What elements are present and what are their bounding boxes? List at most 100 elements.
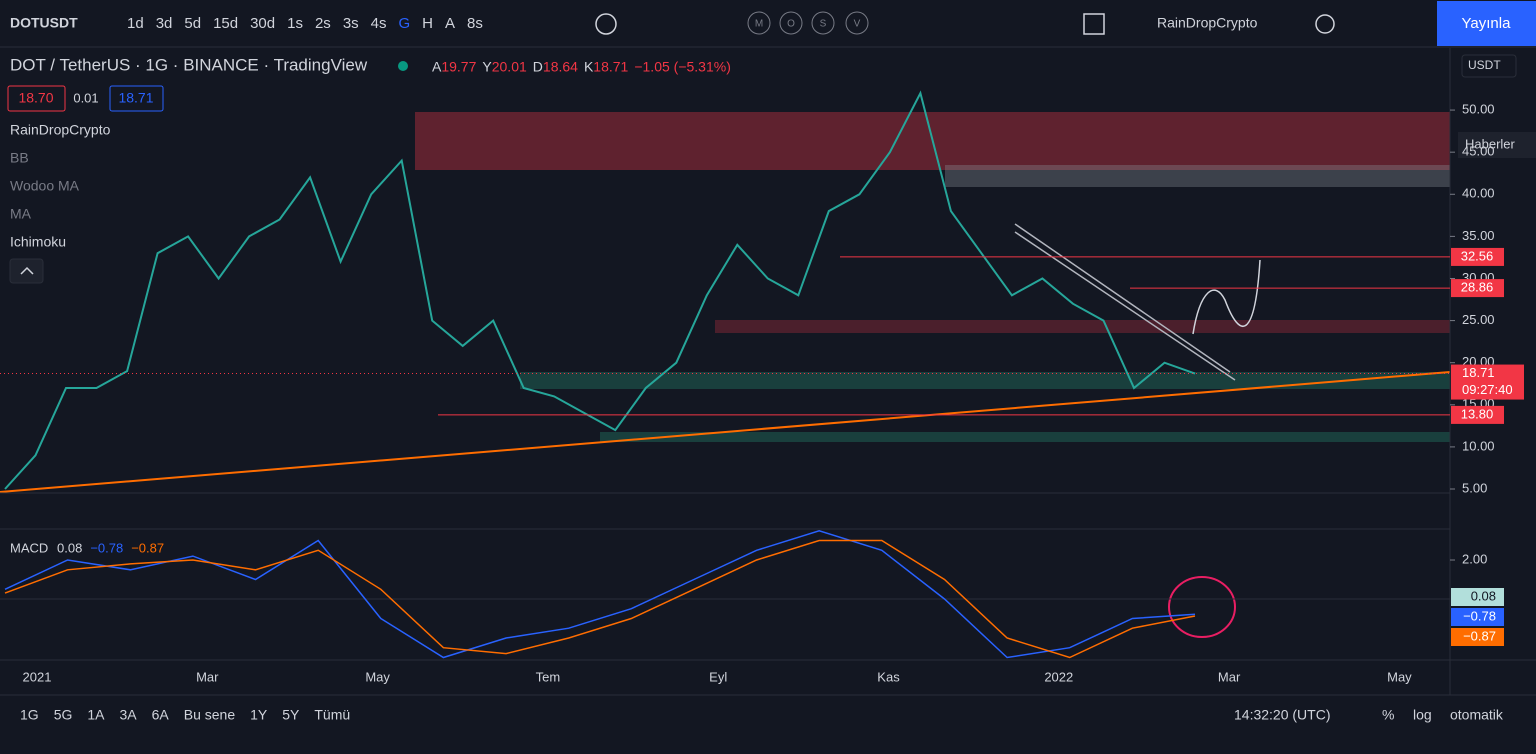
news-button[interactable] xyxy=(1458,132,1536,158)
ask-box[interactable] xyxy=(109,85,164,112)
macd-label: MACD xyxy=(10,540,48,555)
ohlc-key: D xyxy=(533,59,543,75)
study[interactable]: MA xyxy=(10,206,32,222)
range[interactable]: 5Y xyxy=(282,707,300,723)
y-tick-label: 40.00 xyxy=(1462,186,1495,201)
macd-axis-value: 0.08 xyxy=(1471,588,1496,603)
range[interactable]: 1Y xyxy=(250,707,268,723)
news[interactable]: Haberler xyxy=(1465,136,1516,151)
countdown: 09:27:40 xyxy=(1462,382,1513,397)
macd-value: −0.87 xyxy=(131,540,164,555)
studies: BB Wodoo MA MA Ichimoku xyxy=(10,150,80,250)
interval[interactable]: 4s xyxy=(371,15,387,32)
currency[interactable]: USDT xyxy=(1468,58,1501,72)
interval[interactable]: A xyxy=(445,15,455,32)
interval[interactable]: 8s xyxy=(467,15,483,32)
x-tick-label: 2022 xyxy=(1044,669,1073,684)
last-price-box xyxy=(1451,364,1524,400)
range[interactable]: 1G xyxy=(20,707,39,723)
interval[interactable]: 3d xyxy=(156,15,173,32)
bid-box[interactable] xyxy=(7,85,66,112)
interval[interactable]: 2s xyxy=(315,15,331,32)
ohlc-value: 20.01 xyxy=(492,59,527,75)
settings-icon[interactable] xyxy=(1315,14,1335,34)
ohlc-key: A xyxy=(432,59,442,75)
range[interactable]: 6A xyxy=(152,707,170,723)
range[interactable]: Bu sene xyxy=(184,707,236,723)
macd-box xyxy=(1451,628,1504,646)
publish-button[interactable] xyxy=(1437,1,1536,46)
interval[interactable]: 3s xyxy=(343,15,359,32)
ohlc-key: K xyxy=(584,59,594,75)
intervals: 1d 3d 5d 15d 30d 1s 2s 3s 4s G H A 8s xyxy=(127,15,483,32)
macd-value: 0.08 xyxy=(57,540,82,555)
study[interactable]: Wodoo MA xyxy=(10,178,80,194)
macd-axis-value: −0.78 xyxy=(1463,608,1496,623)
ohlc: A 19.77 Y 20.01 D 18.64 K 18.71 −1.05 (−5.31%) xyxy=(432,59,731,75)
range[interactable]: Tümü xyxy=(314,707,350,723)
ranges: 1G 5G 1A 3A 6A Bu sene 1Y 5Y Tümü xyxy=(20,707,350,723)
auto-toggle[interactable]: otomatik xyxy=(1450,707,1504,723)
chart-title: DOT / TetherUS · 1G · BINANCE · TradingV… xyxy=(10,55,368,74)
indicator[interactable]: V xyxy=(854,19,861,30)
indicator-circle[interactable] xyxy=(811,11,835,35)
change: −1.05 (−5.31%) xyxy=(634,59,731,75)
level-box xyxy=(1451,279,1504,298)
level-box xyxy=(1451,247,1504,266)
bid[interactable]: 18.70 xyxy=(18,90,53,106)
x-tick-label: 2021 xyxy=(23,669,52,684)
percent-toggle[interactable]: % xyxy=(1382,707,1394,723)
range[interactable]: 3A xyxy=(120,707,138,723)
indicator-circle[interactable] xyxy=(845,11,869,35)
y-tick-label: 45.00 xyxy=(1462,144,1495,159)
indicator[interactable]: O xyxy=(787,19,795,30)
indicator-circle[interactable] xyxy=(779,11,803,35)
macd-line xyxy=(4,530,1196,659)
y-tick-label: 10.00 xyxy=(1462,438,1495,453)
user-name[interactable]: RainDropCrypto xyxy=(1157,15,1258,31)
indicator[interactable]: S xyxy=(820,19,827,30)
interval[interactable]: 1d xyxy=(127,15,144,32)
y-tick-label: 5.00 xyxy=(1462,480,1487,495)
collapse-button[interactable] xyxy=(9,258,44,284)
compare-icon[interactable] xyxy=(595,13,617,35)
x-tick-label: Mar xyxy=(1218,669,1241,684)
interval[interactable]: G xyxy=(399,15,411,32)
chart: 5.0010.0015.0020.0025.0030.0035.0040.004… xyxy=(0,90,1524,684)
range[interactable]: 5G xyxy=(54,707,73,723)
ohlc-value: 19.77 xyxy=(441,59,476,75)
ask[interactable]: 18.71 xyxy=(118,90,153,106)
status-dot xyxy=(398,61,408,71)
y-tick-label: 25.00 xyxy=(1462,312,1495,327)
log-toggle[interactable]: log xyxy=(1413,707,1432,723)
x-tick-label: May xyxy=(365,669,390,684)
interval[interactable]: 30d xyxy=(250,15,275,32)
price-line xyxy=(4,90,1196,490)
study[interactable]: Ichimoku xyxy=(10,234,66,250)
y-tick-label: 50.00 xyxy=(1462,102,1495,117)
legend-author: RainDropCrypto xyxy=(10,122,111,138)
x-tick-label: Mar xyxy=(196,669,219,684)
indicator[interactable]: M xyxy=(755,19,763,30)
currency-button[interactable] xyxy=(1461,54,1517,78)
y-tick-label: 35.00 xyxy=(1462,228,1495,243)
indicator-circle[interactable] xyxy=(747,11,771,35)
study[interactable]: BB xyxy=(10,150,29,166)
symbol[interactable]: DOTUSDT xyxy=(10,15,78,31)
spread: 0.01 xyxy=(73,90,98,105)
level-label: 13.80 xyxy=(1461,406,1494,421)
range[interactable]: 1A xyxy=(87,707,105,723)
x-tick-label: Kas xyxy=(877,669,900,684)
publish-label[interactable]: Yayınla xyxy=(1462,15,1512,32)
level-label: 32.56 xyxy=(1461,248,1494,263)
interval[interactable]: 1s xyxy=(287,15,303,32)
ohlc-key: Y xyxy=(482,59,492,75)
x-tick-label: May xyxy=(1387,669,1412,684)
interval[interactable]: 15d xyxy=(213,15,238,32)
level-label: 28.86 xyxy=(1461,280,1494,295)
interval[interactable]: H xyxy=(422,15,433,32)
interval[interactable]: 5d xyxy=(184,15,201,32)
layout-icon[interactable] xyxy=(1083,13,1105,35)
macd-axis-value: −0.87 xyxy=(1463,628,1496,643)
